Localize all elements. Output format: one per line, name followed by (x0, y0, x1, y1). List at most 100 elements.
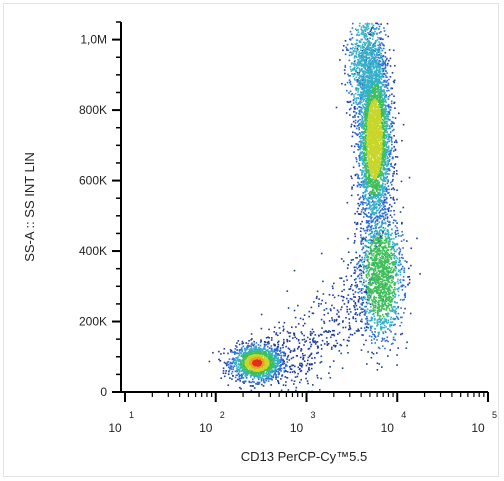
data-point (385, 135, 388, 137)
data-point (392, 253, 394, 255)
data-point (369, 242, 372, 245)
data-point (276, 359, 279, 362)
data-point (371, 95, 374, 97)
data-point (378, 310, 381, 313)
data-point (380, 47, 383, 50)
data-point (390, 279, 393, 282)
data-point (349, 90, 352, 93)
data-point (362, 242, 364, 245)
data-point (383, 67, 386, 70)
data-point (293, 380, 296, 382)
data-point (292, 364, 295, 367)
data-point (365, 273, 368, 276)
data-point (370, 294, 372, 297)
data-point (377, 217, 379, 219)
data-point (403, 269, 405, 272)
data-point (367, 256, 370, 258)
data-point (336, 342, 339, 345)
data-point (368, 185, 371, 187)
data-point (392, 275, 394, 278)
data-point (315, 341, 317, 344)
data-point (347, 73, 349, 76)
data-point (346, 89, 348, 92)
data-point (264, 381, 266, 384)
data-point (387, 161, 389, 164)
data-point (365, 253, 367, 256)
data-point (384, 134, 387, 137)
data-point (345, 317, 347, 319)
data-point (368, 66, 370, 68)
data-point (363, 230, 366, 232)
data-point (243, 368, 245, 371)
data-point (369, 180, 371, 182)
data-point (342, 320, 344, 322)
data-point (323, 314, 326, 316)
data-point (373, 241, 375, 244)
data-point (357, 44, 359, 47)
data-point (270, 360, 273, 362)
data-point (373, 334, 376, 336)
data-point (366, 119, 369, 122)
data-point (366, 308, 369, 310)
data-point (383, 326, 385, 329)
data-point (402, 284, 405, 287)
data-point (384, 318, 387, 321)
data-point (234, 376, 237, 379)
data-point (367, 265, 370, 268)
data-point (351, 62, 353, 64)
data-point (323, 343, 326, 345)
data-point (356, 49, 358, 52)
data-point (378, 97, 381, 100)
data-point (375, 68, 378, 71)
data-point (394, 163, 397, 165)
data-point (398, 251, 401, 254)
data-point (361, 296, 363, 299)
data-point (365, 312, 367, 314)
data-point (384, 232, 387, 234)
data-point (324, 302, 327, 304)
data-point (387, 117, 389, 120)
data-point (374, 187, 377, 190)
data-point (235, 345, 237, 347)
data-point (363, 327, 366, 329)
data-point (395, 243, 398, 246)
data-point (241, 350, 243, 353)
data-point (391, 93, 393, 96)
data-point (356, 84, 359, 86)
data-point (260, 313, 263, 316)
data-point (391, 310, 394, 312)
data-point (380, 215, 382, 217)
data-point (378, 363, 381, 365)
data-point (416, 237, 418, 240)
data-point (381, 75, 383, 77)
data-point (399, 325, 401, 327)
data-point (406, 240, 408, 242)
data-point (236, 378, 239, 381)
data-point (310, 352, 313, 355)
data-point (344, 83, 347, 86)
data-point (384, 129, 386, 132)
data-point (396, 257, 399, 260)
data-point (364, 146, 366, 148)
data-point (374, 63, 377, 65)
data-point (273, 326, 276, 329)
data-point (357, 299, 360, 301)
data-point (356, 127, 358, 130)
data-point (372, 298, 375, 300)
data-point (352, 52, 354, 55)
data-point (356, 125, 359, 127)
data-point (356, 88, 359, 90)
data-point (314, 343, 317, 345)
data-point (378, 92, 381, 95)
data-point (220, 377, 222, 379)
data-point (371, 253, 373, 256)
data-point (370, 94, 373, 96)
data-point (290, 368, 293, 371)
data-point (275, 375, 277, 378)
data-point (220, 353, 222, 355)
data-point (379, 100, 381, 103)
data-point (353, 279, 356, 281)
data-point (359, 196, 362, 199)
data-point (378, 59, 381, 62)
data-point (375, 41, 377, 43)
